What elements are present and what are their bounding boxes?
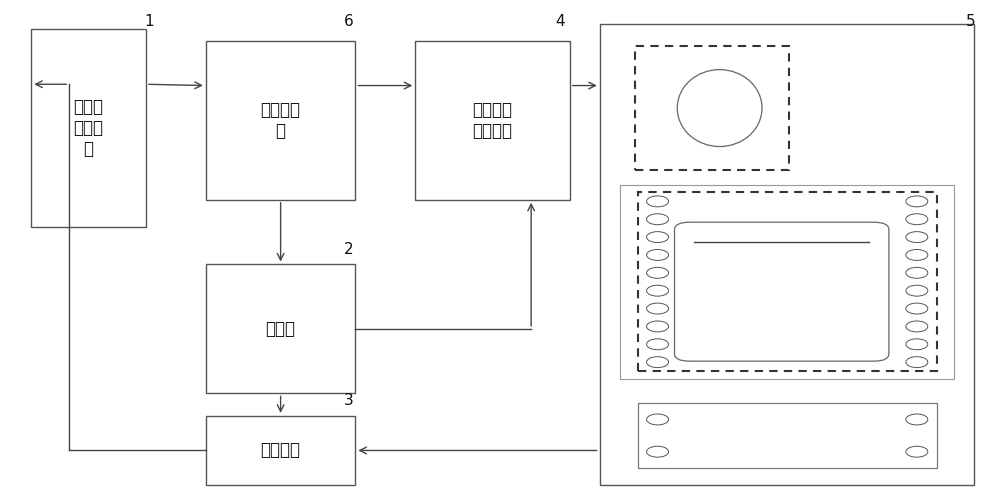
Text: 伺服电路: 伺服电路 (261, 442, 301, 460)
Text: 5: 5 (966, 14, 976, 29)
Circle shape (906, 250, 928, 260)
FancyBboxPatch shape (635, 46, 789, 170)
Text: 综合器: 综合器 (266, 320, 296, 338)
Circle shape (647, 446, 669, 457)
Text: 6: 6 (344, 14, 353, 29)
Circle shape (906, 303, 928, 314)
Circle shape (906, 232, 928, 243)
FancyBboxPatch shape (206, 416, 355, 485)
Ellipse shape (677, 70, 762, 147)
Circle shape (906, 285, 928, 296)
Circle shape (647, 214, 669, 225)
FancyBboxPatch shape (620, 185, 954, 379)
Circle shape (647, 321, 669, 332)
Text: 压控晶
体振荡
器: 压控晶 体振荡 器 (74, 98, 104, 158)
Text: 微波倍、
混频电路: 微波倍、 混频电路 (473, 101, 513, 140)
Text: 隔离放大
器: 隔离放大 器 (261, 101, 301, 140)
FancyBboxPatch shape (31, 28, 146, 227)
Circle shape (647, 285, 669, 296)
Text: 3: 3 (344, 393, 353, 408)
FancyBboxPatch shape (206, 41, 355, 200)
FancyBboxPatch shape (675, 222, 889, 361)
Circle shape (647, 414, 669, 425)
Circle shape (906, 357, 928, 368)
Circle shape (906, 214, 928, 225)
Circle shape (647, 196, 669, 207)
Circle shape (647, 357, 669, 368)
Circle shape (906, 414, 928, 425)
FancyBboxPatch shape (638, 193, 937, 371)
Circle shape (906, 321, 928, 332)
Circle shape (647, 303, 669, 314)
FancyBboxPatch shape (415, 41, 570, 200)
Circle shape (647, 339, 669, 350)
Circle shape (647, 250, 669, 260)
Text: 4: 4 (555, 14, 565, 29)
FancyBboxPatch shape (600, 24, 974, 485)
Text: 1: 1 (144, 14, 154, 29)
Circle shape (906, 339, 928, 350)
FancyBboxPatch shape (206, 264, 355, 393)
Circle shape (647, 267, 669, 278)
Circle shape (647, 232, 669, 243)
Text: 2: 2 (344, 242, 353, 257)
Circle shape (906, 446, 928, 457)
Circle shape (906, 196, 928, 207)
Circle shape (906, 267, 928, 278)
FancyBboxPatch shape (638, 403, 937, 468)
